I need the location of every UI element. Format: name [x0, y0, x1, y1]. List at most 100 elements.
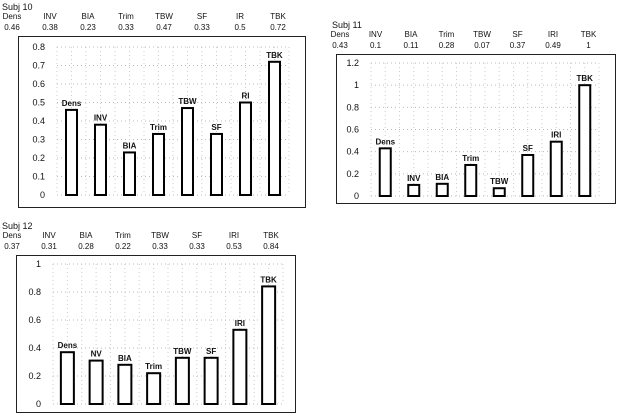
y-tick-label: 0.6	[32, 79, 45, 89]
header-category-label: INV	[368, 30, 383, 39]
y-tick-label: 1.2	[346, 58, 359, 68]
header-value-label: 0.37	[4, 242, 20, 251]
header-category-label: SF	[191, 231, 203, 240]
bar-label: TBW	[173, 347, 192, 356]
bar-label: Dens	[62, 99, 82, 108]
y-tick-label: 0	[354, 191, 359, 201]
bar	[94, 123, 107, 196]
header-value-label: 0.46	[4, 23, 20, 32]
header-category-row: Dens INV BIA Trim TBW SF IRI TBK	[330, 30, 620, 41]
bar-label: SF	[211, 123, 221, 132]
bar-label: NV	[91, 350, 103, 359]
header-category-label: TBW	[473, 30, 491, 39]
header-category-label: IR	[236, 12, 244, 21]
bar-label: Dens	[375, 137, 395, 146]
bar-label: SF	[523, 144, 533, 153]
y-tick-label: 0	[40, 190, 45, 200]
header-category-label: BIA	[79, 231, 93, 240]
y-tick-label: 0.5	[32, 98, 45, 108]
header-category-label: IRI	[547, 30, 559, 39]
bar	[174, 356, 190, 406]
header-value-label: 0.72	[270, 23, 286, 32]
header-value-label: 0.23	[80, 23, 96, 32]
bar	[378, 147, 392, 197]
bar	[268, 60, 281, 196]
bar-label: TBK	[260, 275, 277, 284]
bar	[492, 187, 506, 198]
chart-panel-subj-10: Subj 10 Dens INV BIA Trim TBW SF IR TBK 0.46 0.3…	[2, 2, 314, 210]
bar-chart-svg: 1.2 1 0.8 0.6 0.4 0.2 0 Dens INV BIA Trim TBW SF IRI T…	[346, 58, 600, 201]
y-tick-label: 0.4	[32, 116, 45, 126]
bar-label: TBK	[577, 74, 594, 83]
chart-panel-subj-11: Subj 11 Dens INV BIA Trim TBW SF IRI TBK 0.43 0.…	[330, 20, 620, 204]
y-tick-label: 0.3	[32, 135, 45, 145]
bar	[181, 107, 194, 196]
bar-label: TBK	[266, 51, 283, 60]
bar	[210, 132, 223, 196]
bar-label: BIA	[435, 173, 449, 182]
header-value-row: 0.37 0.31 0.28 0.22 0.33 0.33 0.53 0.84	[2, 242, 298, 253]
y-tick-label: 1	[36, 259, 41, 269]
bar	[123, 151, 136, 196]
bar-label: TBW	[490, 177, 509, 186]
y-tick-label: 0.7	[32, 61, 45, 71]
bar	[239, 101, 252, 196]
header-category-label: INV	[43, 12, 57, 21]
header-category-label: IRI	[228, 231, 240, 240]
bar-chart-svg: 1 0.8 0.6 0.4 0.2 0 Dens NV BIA Trim TBW SF IRI TBK	[28, 259, 284, 409]
bar-label: IRI	[551, 131, 561, 140]
header-value-label: 1	[586, 41, 591, 50]
bar	[59, 351, 75, 405]
header-value-row: 0.46 0.38 0.23 0.33 0.47 0.33 0.5 0.72	[2, 23, 314, 34]
header-category-label: BIA	[404, 30, 418, 39]
y-tick-label: 0.4	[28, 343, 41, 353]
bar	[203, 356, 219, 406]
header-category-label: BIA	[81, 12, 95, 21]
y-tick-label: 0.6	[28, 315, 41, 325]
bar	[521, 153, 535, 198]
header-category-label: Trim	[438, 30, 455, 39]
header-value-label: 0.31	[41, 242, 57, 251]
bar	[152, 132, 165, 196]
y-tick-label: 0.1	[32, 172, 45, 182]
y-tick-label: 0.4	[346, 147, 359, 157]
bar-label: INV	[94, 114, 108, 123]
bar	[146, 372, 162, 405]
header-category-row: Dens INV BIA Trim TBW SF IR TBK	[2, 12, 314, 23]
header-value-label: 0.38	[42, 23, 58, 32]
header-value-row: 0.43 0.1 0.11 0.28 0.07 0.37 0.49 1	[332, 41, 620, 52]
bar-label: TBW	[178, 97, 197, 106]
header-value-label: 0.22	[115, 242, 131, 251]
bar	[464, 163, 478, 197]
header-value-label: 0.5	[234, 23, 246, 32]
header-category-row: Dens INV BIA Trim TBW SF IRI TBK	[2, 231, 298, 242]
header-value-label: 0.28	[438, 41, 455, 50]
chart-title: Subj 12	[2, 221, 33, 231]
bar	[578, 84, 592, 198]
header-category-label: Trim	[115, 231, 131, 240]
chart-title: Subj 11	[332, 20, 362, 30]
chart-panel-subj-12: Subj 12 Dens INV BIA Trim TBW SF IRI TBK 0.37 0.…	[2, 221, 298, 413]
header-value-label: 0.33	[152, 242, 168, 251]
header-value-label: 0.11	[403, 41, 419, 50]
bar-label: BIA	[118, 354, 132, 363]
y-tick-label: 0.8	[346, 102, 359, 112]
header-category-label: SF	[196, 12, 208, 21]
y-tick-label: 0	[36, 399, 41, 409]
bar-label: Dens	[58, 341, 78, 350]
bar	[407, 183, 421, 198]
header-category-label: Dens	[330, 30, 350, 39]
plot-area: 0.8 0.7 0.6 0.5 0.4 0.3 0.2 0.1 0 Dens INV BIA Trim T…	[18, 36, 306, 208]
y-tick-label: 0.2	[32, 153, 45, 163]
bar-label: Trim	[145, 362, 162, 371]
bar	[88, 359, 104, 405]
header-value-label: 0.33	[194, 23, 210, 32]
y-tick-label: 0.2	[28, 371, 41, 381]
header-category-label: INV	[42, 231, 56, 240]
header-value-label: 0.07	[474, 41, 490, 50]
header-category-label: TBK	[580, 30, 597, 39]
header-category-label: Dens	[2, 231, 22, 240]
bar-label: BIA	[123, 141, 137, 150]
y-tick-label: 0.8	[28, 287, 41, 297]
header-value-label: 0.47	[156, 23, 172, 32]
